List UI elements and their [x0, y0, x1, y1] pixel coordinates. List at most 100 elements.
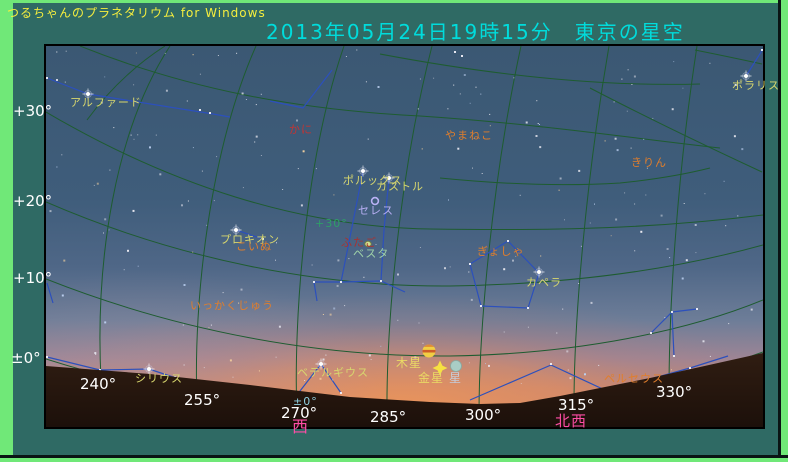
background-star — [640, 230, 643, 233]
background-star — [643, 138, 645, 140]
planet-label-venus: 金星 — [418, 371, 445, 385]
background-star — [348, 258, 350, 260]
background-star — [539, 146, 542, 149]
background-star — [604, 140, 606, 142]
constellation-label: かに — [289, 123, 313, 136]
background-star — [489, 125, 491, 127]
background-star — [537, 123, 539, 124]
background-star — [634, 203, 636, 205]
background-star — [397, 273, 399, 276]
star-halo — [145, 365, 153, 373]
background-star — [333, 194, 335, 196]
background-star — [569, 377, 572, 380]
background-star — [186, 100, 188, 102]
background-star — [540, 255, 542, 257]
window-edge-line-bottom — [0, 455, 788, 458]
altitude-label: ±0° — [11, 349, 41, 367]
background-star — [669, 257, 671, 259]
background-star — [49, 210, 52, 213]
constellation-lines — [46, 48, 763, 401]
background-star — [594, 203, 595, 205]
background-star — [671, 108, 674, 111]
star-core — [537, 270, 541, 274]
star-dot — [507, 240, 509, 242]
background-star — [149, 146, 151, 149]
window-border-top — [0, 0, 788, 3]
background-star — [562, 308, 564, 310]
constellation-line — [340, 170, 364, 283]
star-halo — [385, 174, 393, 182]
background-star — [104, 76, 106, 78]
star-dot — [696, 308, 698, 310]
background-star — [137, 134, 139, 136]
star-dot — [99, 369, 101, 371]
ceres-symbol — [370, 196, 380, 206]
grid-value-label: ±0° — [293, 395, 318, 408]
background-star — [109, 169, 111, 171]
background-star — [584, 373, 586, 376]
background-star — [199, 73, 201, 75]
background-star — [469, 102, 471, 104]
star-castor — [383, 172, 395, 184]
star-halo — [742, 72, 750, 80]
solar-system-objects — [364, 196, 462, 376]
grid-line — [46, 278, 763, 357]
vesta-symbol — [364, 240, 372, 248]
background-star — [468, 362, 470, 364]
background-star — [433, 77, 435, 79]
star-core — [147, 367, 151, 371]
star-procyon — [230, 224, 242, 236]
star-dot — [480, 305, 482, 307]
background-star — [380, 345, 382, 347]
background-star — [155, 134, 157, 136]
star-dot — [46, 356, 48, 358]
background-star — [702, 340, 705, 343]
venus-symbol — [432, 360, 448, 376]
background-star — [480, 93, 482, 95]
grid-line — [46, 201, 763, 287]
background-star — [664, 317, 666, 319]
constellation-line — [313, 281, 318, 302]
background-star — [673, 61, 675, 63]
star-dot — [527, 307, 529, 309]
star-halo — [535, 268, 543, 276]
constellation-line — [469, 240, 540, 309]
background-star — [56, 79, 58, 81]
background-star — [164, 52, 166, 54]
background-star — [192, 147, 194, 149]
constellation-label: きりん — [631, 156, 667, 169]
background-star — [203, 367, 205, 369]
star-label-sirius: シリウス — [135, 372, 183, 385]
window-edge-line-right — [778, 0, 781, 462]
minor-planet-label-ceres: セレス — [358, 204, 394, 217]
background-star — [93, 184, 95, 186]
azimuth-label: 270° — [281, 404, 318, 422]
background-star — [610, 235, 612, 237]
star-label-pollux: ポルックス — [343, 174, 403, 187]
star-dot — [199, 109, 201, 111]
background-star — [564, 219, 565, 221]
background-star — [315, 168, 317, 170]
background-star — [472, 167, 473, 169]
background-star — [418, 322, 420, 324]
star-alphard — [82, 88, 94, 100]
background-star — [422, 375, 424, 377]
background-star — [165, 89, 168, 92]
star-dot — [209, 112, 211, 114]
star-dot — [454, 51, 456, 53]
background-star — [375, 244, 377, 245]
background-star — [61, 294, 64, 297]
background-star — [64, 81, 66, 83]
background-star — [630, 147, 632, 149]
background-star — [192, 54, 194, 56]
sky-chart-viewport[interactable] — [44, 44, 765, 429]
constellation-line — [745, 48, 763, 77]
background-star — [633, 75, 636, 78]
background-star — [626, 110, 628, 112]
background-star — [580, 245, 582, 247]
chart-title: 2013年05月24日19時15分 東京の星空 — [266, 20, 685, 44]
background-star — [370, 359, 372, 360]
background-star — [133, 84, 135, 86]
constellation-label: いっかくじゅう — [190, 299, 274, 312]
background-star — [397, 319, 399, 321]
